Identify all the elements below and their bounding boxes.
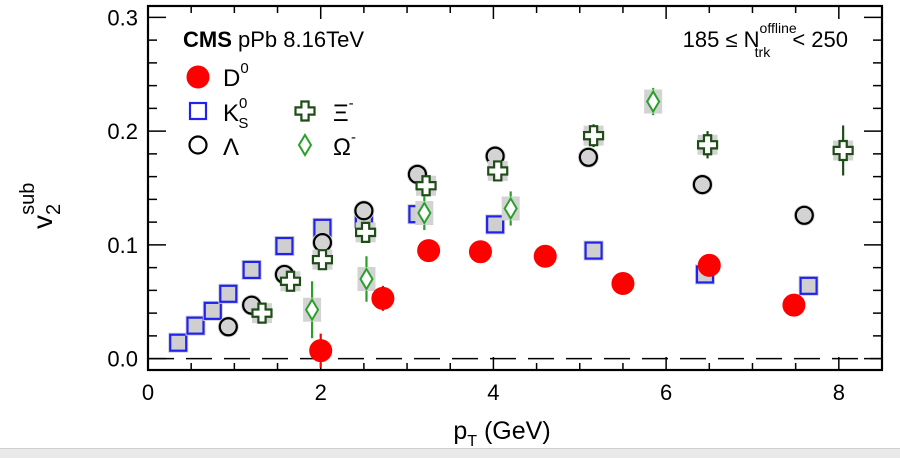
y-tick-label: 0.2 — [107, 119, 138, 144]
point-k0s — [169, 333, 188, 352]
point-k0s — [242, 260, 261, 279]
point-d0 — [611, 272, 635, 296]
point-k0s — [186, 316, 205, 335]
point-lambda — [794, 205, 814, 225]
point-k0s — [203, 301, 222, 320]
point-lambda-syst-box — [577, 146, 599, 168]
y-tick-label: 0.3 — [107, 5, 138, 30]
x-tick-label: 4 — [487, 380, 499, 405]
point-xi — [487, 160, 509, 182]
point-k0s-syst-box — [218, 283, 239, 304]
x-tick-label: 8 — [833, 380, 845, 405]
legend-d0-label-sup: 0 — [240, 60, 248, 77]
y-tick-label: 0.1 — [107, 233, 138, 258]
point-lambda — [354, 201, 374, 221]
legend-k0s-label: K0 S — [223, 95, 248, 132]
multiplicity-prefix: 185 ≤ N — [683, 27, 760, 52]
x-tick-label: 2 — [315, 380, 327, 405]
legend-k0s-marker — [188, 101, 208, 121]
legend-d0-label: D0 — [223, 60, 249, 92]
multiplicity-suffix: < 250 — [786, 27, 848, 52]
point-k0s-syst-box — [202, 300, 223, 321]
point-omega — [304, 297, 320, 322]
legend-xi-label-sup: - — [349, 95, 354, 112]
legend-omega-label-sup: - — [351, 129, 356, 146]
point-k0s — [219, 284, 238, 303]
point-lambda-syst-box — [793, 204, 815, 226]
point-d0 — [371, 286, 395, 310]
legend-lambda-label: Λ — [223, 134, 239, 161]
x-tick-label: 6 — [660, 380, 672, 405]
point-lambda-syst-box — [691, 174, 713, 196]
point-k0s — [486, 215, 505, 234]
point-d0 — [533, 244, 557, 268]
window-bottom-edge — [0, 448, 900, 458]
collision-system: pPb 8.16TeV — [232, 27, 364, 52]
point-k0s — [584, 241, 603, 260]
experiment-label: CMS pPb 8.16TeV — [183, 27, 364, 52]
multiplicity-sup: offline — [760, 20, 797, 36]
point-d0 — [697, 253, 721, 277]
point-omega — [503, 196, 518, 221]
point-xi — [251, 302, 273, 324]
multiplicity-range: 185 ≤ Noffline trk < 250 — [683, 20, 848, 60]
point-xi — [696, 134, 719, 156]
point-k0s-syst-box — [168, 332, 189, 353]
x-axis-title-unit: (GeV) — [477, 417, 551, 445]
experiment-name: CMS — [183, 27, 232, 52]
legend-lambda-marker — [188, 135, 208, 155]
y-tick-label: 0.0 — [107, 347, 138, 372]
point-xi — [582, 125, 605, 147]
y-axis-title-sub: 2 — [43, 204, 65, 215]
point-d0 — [417, 239, 441, 263]
legend-lambda-label-main: Λ — [223, 134, 239, 161]
legend-d0-marker — [186, 65, 210, 89]
legend-xi-label: Ξ- — [333, 95, 354, 127]
y-axis-title-main: v — [27, 215, 58, 229]
point-xi — [832, 139, 854, 162]
point-xi — [415, 175, 437, 197]
legend-xi-marker — [294, 100, 316, 122]
point-lambda — [578, 147, 599, 167]
point-omega — [359, 267, 374, 291]
point-k0s-syst-box — [274, 236, 295, 257]
legend-omega-marker — [297, 133, 313, 157]
point-k0s-syst-box — [583, 240, 604, 261]
legend-k0s-label-sub: S — [238, 115, 248, 132]
point-lambda-syst-box — [353, 200, 375, 222]
point-lambda — [692, 174, 712, 195]
point-d0 — [468, 240, 492, 264]
x-axis-title-sub: T — [467, 433, 477, 450]
multiplicity-sub: trk — [755, 44, 772, 60]
y-axis-title-sup: sub — [17, 183, 39, 215]
point-k0s-syst-box — [312, 217, 333, 238]
legend-k0s-label-sup: 0 — [239, 95, 247, 112]
y-axis-title: v2 sub — [17, 183, 65, 229]
plot-frame — [146, 4, 884, 372]
point-lambda — [218, 317, 238, 337]
point-d0 — [309, 339, 333, 363]
point-xi — [355, 221, 377, 243]
x-tick-label: 0 — [142, 380, 154, 405]
point-xi — [311, 249, 334, 271]
legend-d0-label-main: D — [223, 65, 240, 92]
point-omega — [645, 89, 661, 114]
x-axis-title-main: p — [453, 417, 467, 445]
point-k0s — [799, 276, 818, 295]
point-k0s-syst-box — [485, 214, 506, 235]
point-lambda-syst-box — [217, 316, 239, 338]
legend-omega-label: Ω- — [333, 129, 356, 161]
point-k0s — [275, 236, 294, 256]
point-k0s-syst-box — [185, 315, 206, 336]
point-k0s-syst-box — [241, 259, 262, 280]
legend-omega-label-main: Ω — [333, 134, 351, 161]
legend-xi-label-main: Ξ — [333, 100, 349, 127]
legend-k0s-label-main: K — [223, 100, 239, 127]
point-omega — [417, 201, 432, 225]
point-xi — [279, 270, 302, 292]
point-d0 — [782, 293, 806, 317]
x-axis-title: pT (GeV) — [453, 417, 550, 450]
point-k0s-syst-box — [798, 275, 819, 296]
